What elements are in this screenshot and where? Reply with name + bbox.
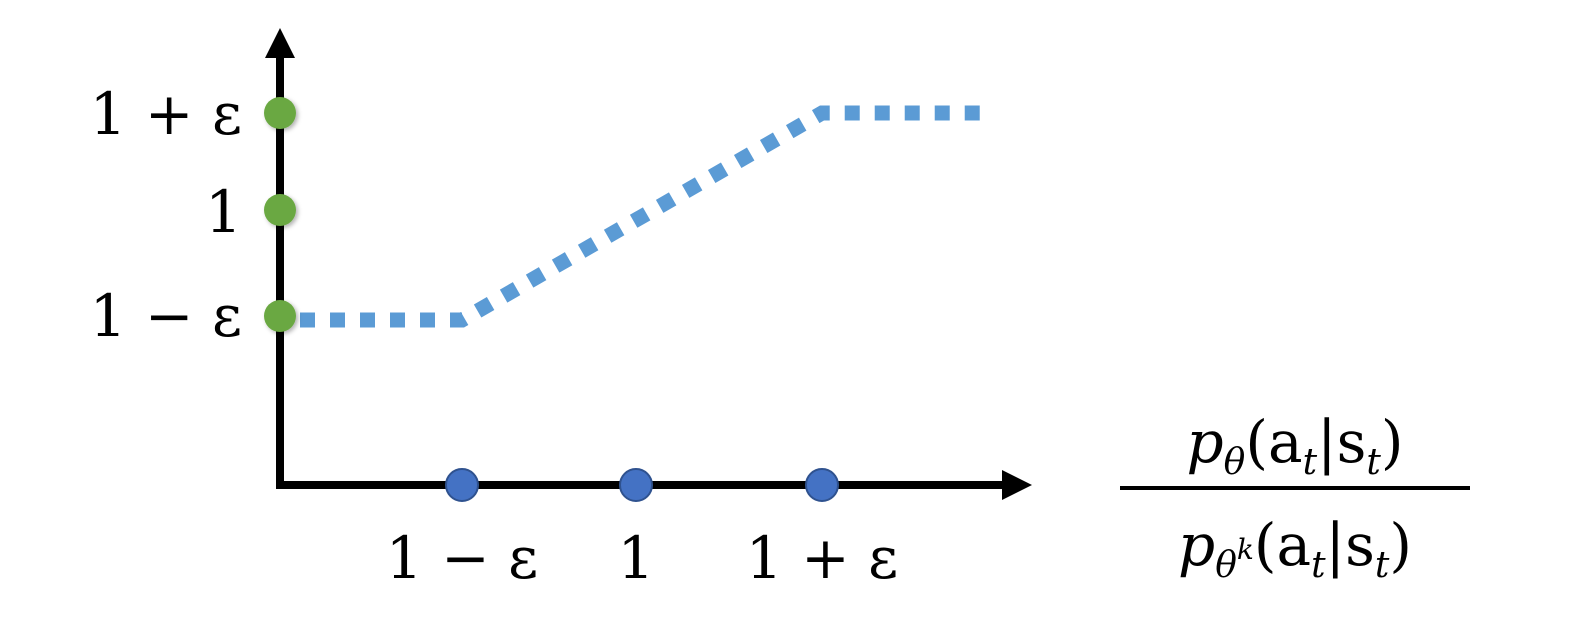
y-tick-label: 1 − ε — [90, 282, 242, 350]
y-point-1-minus-eps — [264, 300, 296, 332]
x-point-1-minus-eps — [445, 468, 479, 502]
fraction-denominator: pθk(at|st) — [1178, 511, 1412, 586]
x-axis-label: pθ(at|st) pθk(at|st) — [1120, 408, 1470, 586]
y-tick-label: 1 — [205, 178, 242, 246]
y-tick-label: 1 + ε — [90, 80, 242, 148]
y-point-1-plus-eps — [264, 97, 296, 129]
x-point-1-plus-eps — [805, 468, 839, 502]
y-axis-arrowhead — [265, 28, 295, 58]
x-tick-label: 1 − ε — [386, 524, 538, 592]
x-tick-label: 1 + ε — [746, 524, 898, 592]
fraction-numerator: pθ(at|st) — [1187, 408, 1404, 483]
y-point-1 — [264, 194, 296, 226]
clip-curve — [300, 105, 990, 328]
x-tick-label: 1 — [618, 524, 655, 592]
x-axis-arrowhead — [1002, 470, 1032, 500]
x-point-1 — [619, 468, 653, 502]
